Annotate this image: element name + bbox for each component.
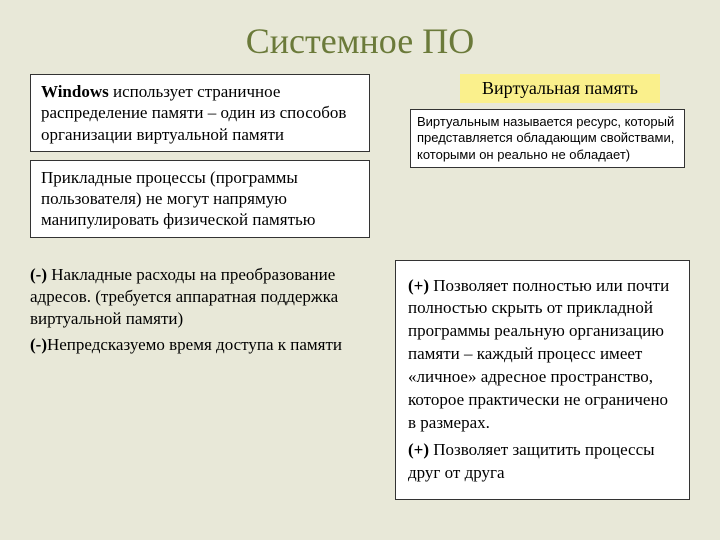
minus-2-text: Непредсказуемо время доступа к памяти bbox=[47, 335, 342, 354]
plus-item-2: (+) Позволяет защитить процессы друг от … bbox=[408, 439, 677, 485]
plus-1-text: Позволяет полностью или почти полностью … bbox=[408, 276, 669, 433]
virtual-memory-definition: Виртуальным называется ресурс, который п… bbox=[410, 109, 685, 168]
plus-2-text: Позволяет защитить процессы друг от друг… bbox=[408, 440, 655, 482]
processes-box: Прикладные процессы (программы пользоват… bbox=[30, 160, 370, 238]
minus-item-1: (-) Накладные расходы на преобразование … bbox=[30, 264, 365, 330]
plus-box: (+) Позволяет полностью или почти полнос… bbox=[395, 260, 690, 500]
windows-bold: Windows bbox=[41, 82, 109, 101]
minus-item-2: (-)Непредсказуемо время доступа к памяти bbox=[30, 334, 365, 356]
row-top: Windows использует страничное распределе… bbox=[30, 74, 690, 238]
slide-title: Системное ПО bbox=[30, 20, 690, 62]
slide: Системное ПО Windows использует страничн… bbox=[0, 0, 720, 540]
virtual-memory-label: Виртуальная память bbox=[460, 74, 660, 103]
plus-item-1: (+) Позволяет полностью или почти полнос… bbox=[408, 275, 677, 436]
plus-2-lead: (+) bbox=[408, 440, 429, 459]
windows-box: Windows использует страничное распределе… bbox=[30, 74, 370, 152]
right-col-top: Виртуальная память Виртуальным называетс… bbox=[410, 74, 685, 168]
minus-2-lead: (-) bbox=[30, 335, 47, 354]
left-col-top: Windows использует страничное распределе… bbox=[30, 74, 370, 238]
minus-1-lead: (-) bbox=[30, 265, 47, 284]
plus-1-lead: (+) bbox=[408, 276, 429, 295]
minus-box: (-) Накладные расходы на преобразование … bbox=[30, 260, 365, 360]
minus-1-text: Накладные расходы на преобразование адре… bbox=[30, 265, 338, 328]
row-bottom: (-) Накладные расходы на преобразование … bbox=[30, 260, 690, 500]
